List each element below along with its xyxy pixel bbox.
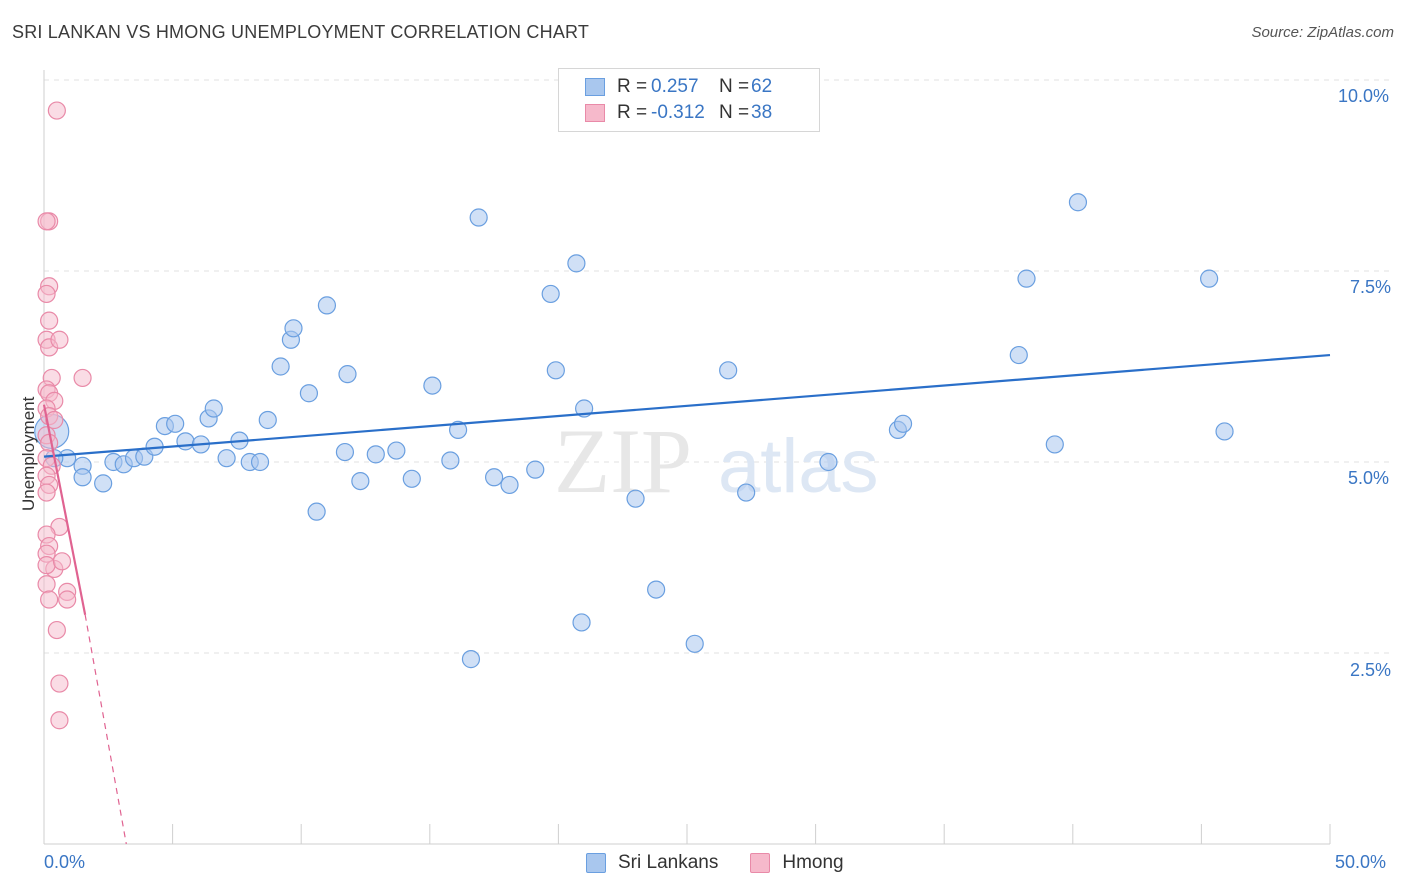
- sri-lankans-point: [893, 414, 913, 433]
- hmong-point: [37, 284, 56, 304]
- sri-lankans-point: [250, 452, 270, 472]
- sri-lankans-trend-line: [43, 353, 1331, 458]
- sri-lankans-point: [1215, 422, 1234, 441]
- sri-lankans-point: [626, 489, 645, 508]
- legend-item-hmong[interactable]: Hmong: [750, 852, 844, 874]
- legend-item-sri-lankans[interactable]: Sri Lankans: [586, 852, 718, 874]
- sri-lankans-point: [469, 208, 488, 227]
- y-tick-label-5: 5.0%: [1348, 468, 1390, 488]
- y-tick-label-7-5: 7.5%: [1350, 277, 1392, 297]
- hmong-point: [47, 620, 66, 640]
- hmong-point: [37, 483, 56, 502]
- legend-row-hmong: R = -0.312 N = 38: [585, 101, 819, 125]
- sri-lankans-point: [819, 452, 838, 472]
- legend-r-label: R =: [617, 102, 648, 123]
- hmong-point: [47, 101, 66, 120]
- sri-lankans-point: [299, 384, 319, 403]
- correlation-legend: R = 0.257 N = 62 R = -0.312 N = 38: [558, 68, 820, 132]
- hmong-point: [37, 556, 56, 575]
- legend-row-sri-lankans: R = 0.257 N = 62: [585, 75, 819, 99]
- legend-r-label: R =: [617, 76, 648, 97]
- legend-n-value: 38: [751, 102, 773, 123]
- y-tick-label-10: 10.0%: [1338, 86, 1390, 106]
- sri-lankans-point: [647, 580, 666, 599]
- hmong-point: [58, 590, 77, 609]
- sri-lankans-point: [366, 445, 385, 464]
- legend-n-label: N =: [719, 76, 750, 97]
- sri-lankans-point: [1200, 269, 1219, 288]
- sri-lankans-point: [217, 449, 236, 468]
- sri-lankans-point: [204, 399, 223, 418]
- sri-lankans-point: [737, 483, 756, 502]
- sri-lankans-point: [1068, 193, 1088, 212]
- y-tick-label-2-5: 2.5%: [1350, 660, 1392, 680]
- sri-lankans-point: [1017, 269, 1036, 288]
- hmong-point: [37, 575, 56, 594]
- legend-r-value: 0.257: [651, 76, 699, 97]
- legend-swatch-blue: [586, 853, 606, 873]
- sri-lankans-point: [526, 460, 545, 479]
- sri-lankans-point: [335, 442, 355, 462]
- legend-n-value: 62: [751, 76, 773, 97]
- hmong-points: [37, 101, 92, 730]
- sri-lankans-point: [572, 613, 591, 632]
- sri-lankans-point: [500, 475, 519, 495]
- y-axis-label: Unemployment: [19, 396, 38, 511]
- hmong-point: [40, 311, 59, 330]
- sri-lankans-point: [351, 472, 370, 491]
- sri-lankans-point: [317, 296, 337, 315]
- sri-lankans-point: [1009, 345, 1028, 365]
- sri-lankans-point: [541, 284, 560, 304]
- sri-lankans-point: [719, 361, 738, 380]
- sri-lankans-point: [284, 319, 303, 338]
- trend-lines: [42, 353, 1331, 845]
- legend-swatch-pink: [585, 104, 605, 122]
- hmong-point: [40, 433, 59, 452]
- hmong-point: [50, 330, 69, 349]
- sri-lankans-point: [448, 420, 468, 440]
- sri-lankans-point: [73, 468, 92, 487]
- hmong-point: [50, 674, 69, 693]
- sri-lankans-point: [546, 361, 565, 380]
- sri-lankans-point: [461, 650, 481, 669]
- legend-n-label: N =: [719, 102, 750, 123]
- hmong-point: [50, 711, 69, 730]
- x-tick-label-max: 50.0%: [1335, 852, 1387, 872]
- hmong-point: [45, 410, 64, 430]
- hmong-point: [52, 552, 72, 571]
- legend-label-hmong: Hmong: [782, 852, 844, 873]
- sri-lankans-point: [271, 357, 290, 376]
- sri-lankans-point: [94, 474, 113, 493]
- sri-lankans-point: [441, 451, 460, 470]
- legend-swatch-pink: [750, 853, 771, 873]
- sri-lankans-point: [423, 376, 442, 395]
- sri-lankans-point: [1045, 435, 1064, 454]
- legend-swatch-blue: [585, 78, 605, 96]
- hmong-point: [40, 590, 59, 609]
- sri-lankans-point: [387, 441, 406, 460]
- sri-lankans-point: [485, 468, 504, 487]
- source-label: Source: ZipAtlas.com: [1251, 24, 1394, 41]
- sri-lankans-point: [338, 365, 357, 384]
- hmong-point: [73, 368, 92, 388]
- sri-lankans-point: [307, 502, 326, 521]
- chart-title: SRI LANKAN VS HMONG UNEMPLOYMENT CORRELA…: [12, 22, 590, 42]
- sri-lankans-point: [685, 634, 704, 653]
- sri-lankans-points: [34, 109, 1234, 669]
- sri-lankans-point: [166, 414, 185, 433]
- watermark-zip: ZIP: [554, 410, 692, 512]
- hmong-point: [37, 212, 56, 231]
- sri-lankans-point: [402, 469, 421, 488]
- legend-r-value: -0.312: [651, 102, 705, 123]
- sri-lankans-point: [567, 254, 586, 273]
- sri-lankans-point: [258, 410, 277, 430]
- series-legend: Sri Lankans Hmong: [586, 852, 876, 874]
- hmong-trend-line: [42, 404, 87, 616]
- x-tick-label-min: 0.0%: [44, 852, 86, 872]
- hmong-trend-extension: [84, 614, 127, 845]
- legend-label-sri-lankans: Sri Lankans: [618, 852, 719, 873]
- sri-lankans-point: [176, 432, 195, 451]
